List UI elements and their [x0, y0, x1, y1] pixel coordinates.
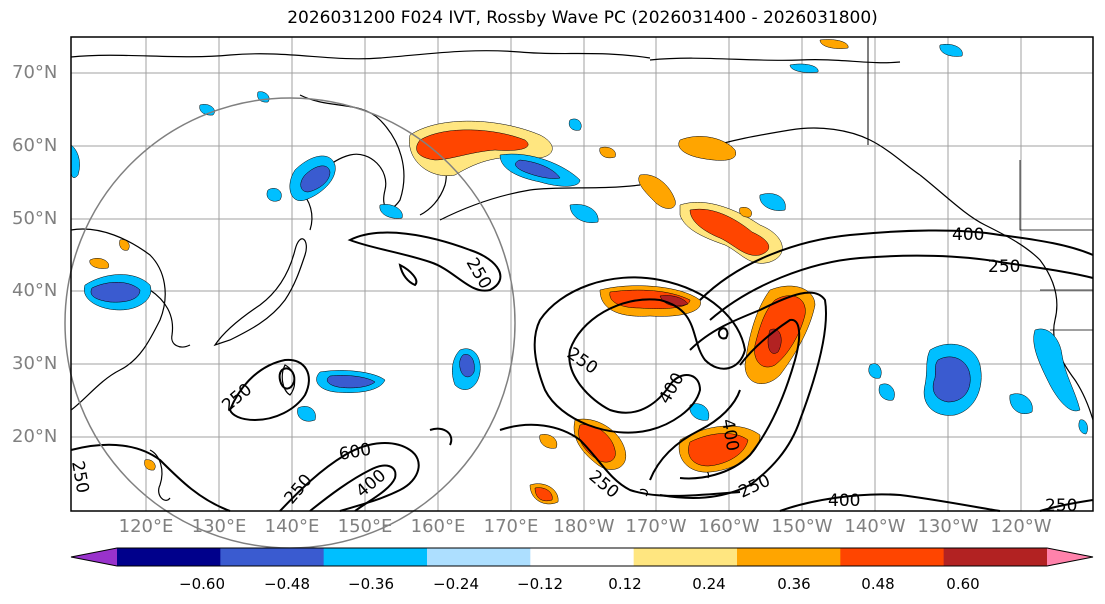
colorbar-swatch	[633, 548, 738, 566]
colorbar-tick-label: 0.48	[861, 575, 895, 593]
colorbar-tick-label: 0.60	[946, 575, 980, 593]
colorbar-tick-label: 0.24	[692, 575, 726, 593]
lon-label: 150°W	[771, 516, 833, 537]
colorbar-swatch	[71, 548, 117, 566]
contour-lines	[70, 229, 1094, 512]
contour-label: 400	[952, 225, 984, 245]
lon-label: 160°W	[698, 516, 760, 537]
colorbar-swatch	[117, 548, 221, 566]
colorbar-tick-label: 0.12	[608, 575, 642, 593]
colorbar-swatch	[840, 548, 945, 566]
lon-label: 140°E	[264, 516, 320, 537]
colorbar	[71, 548, 1093, 566]
map-title: 2026031200 F024 IVT, Rossby Wave PC (202…	[287, 8, 878, 28]
lon-label: 170°W	[625, 516, 687, 537]
colorbar-tick-label: −0.24	[433, 575, 479, 593]
coastlines	[70, 37, 1094, 501]
lat-label-40: 40°N	[12, 280, 58, 301]
colorbar-swatch	[737, 548, 841, 566]
contour-label: 400	[828, 491, 860, 511]
colorbar-swatch	[1047, 548, 1093, 566]
contour-label: 250	[988, 257, 1020, 277]
lon-label: 170°E	[483, 516, 539, 537]
colorbar-tick-label: −0.60	[179, 575, 225, 593]
lat-label-30: 30°N	[12, 353, 58, 374]
colorbar-swatch	[530, 548, 635, 566]
colorbar-outline	[70, 547, 1094, 567]
colorbar-swatch	[220, 548, 325, 566]
lat-label-70: 70°N	[12, 62, 58, 83]
colorbar-swatch	[943, 548, 1048, 566]
colorbar-swatch	[323, 548, 428, 566]
lon-label: 150°E	[337, 516, 393, 537]
colorbar-swatch	[427, 548, 531, 566]
contour-label: 250	[1045, 496, 1077, 516]
lon-label: 130°E	[191, 516, 247, 537]
lat-label-20: 20°N	[12, 426, 58, 447]
colorbar-tick-label: −0.12	[517, 575, 563, 593]
lon-label: 120°E	[118, 516, 174, 537]
negative-ivt-shading	[70, 44, 1088, 435]
map-frame	[70, 36, 1094, 512]
lat-label-50: 50°N	[12, 208, 58, 229]
lon-label: 180°W	[553, 516, 615, 537]
lon-label: 160°E	[410, 516, 466, 537]
colorbar-tick-label: 0.36	[777, 575, 811, 593]
colorbar-tick-label: −0.36	[348, 575, 394, 593]
colorbar-tick-label: −0.48	[264, 575, 310, 593]
lon-label: 120°W	[990, 516, 1052, 537]
lon-label: 140°W	[844, 516, 906, 537]
lon-label: 130°W	[917, 516, 979, 537]
lat-label-60: 60°N	[12, 135, 58, 156]
